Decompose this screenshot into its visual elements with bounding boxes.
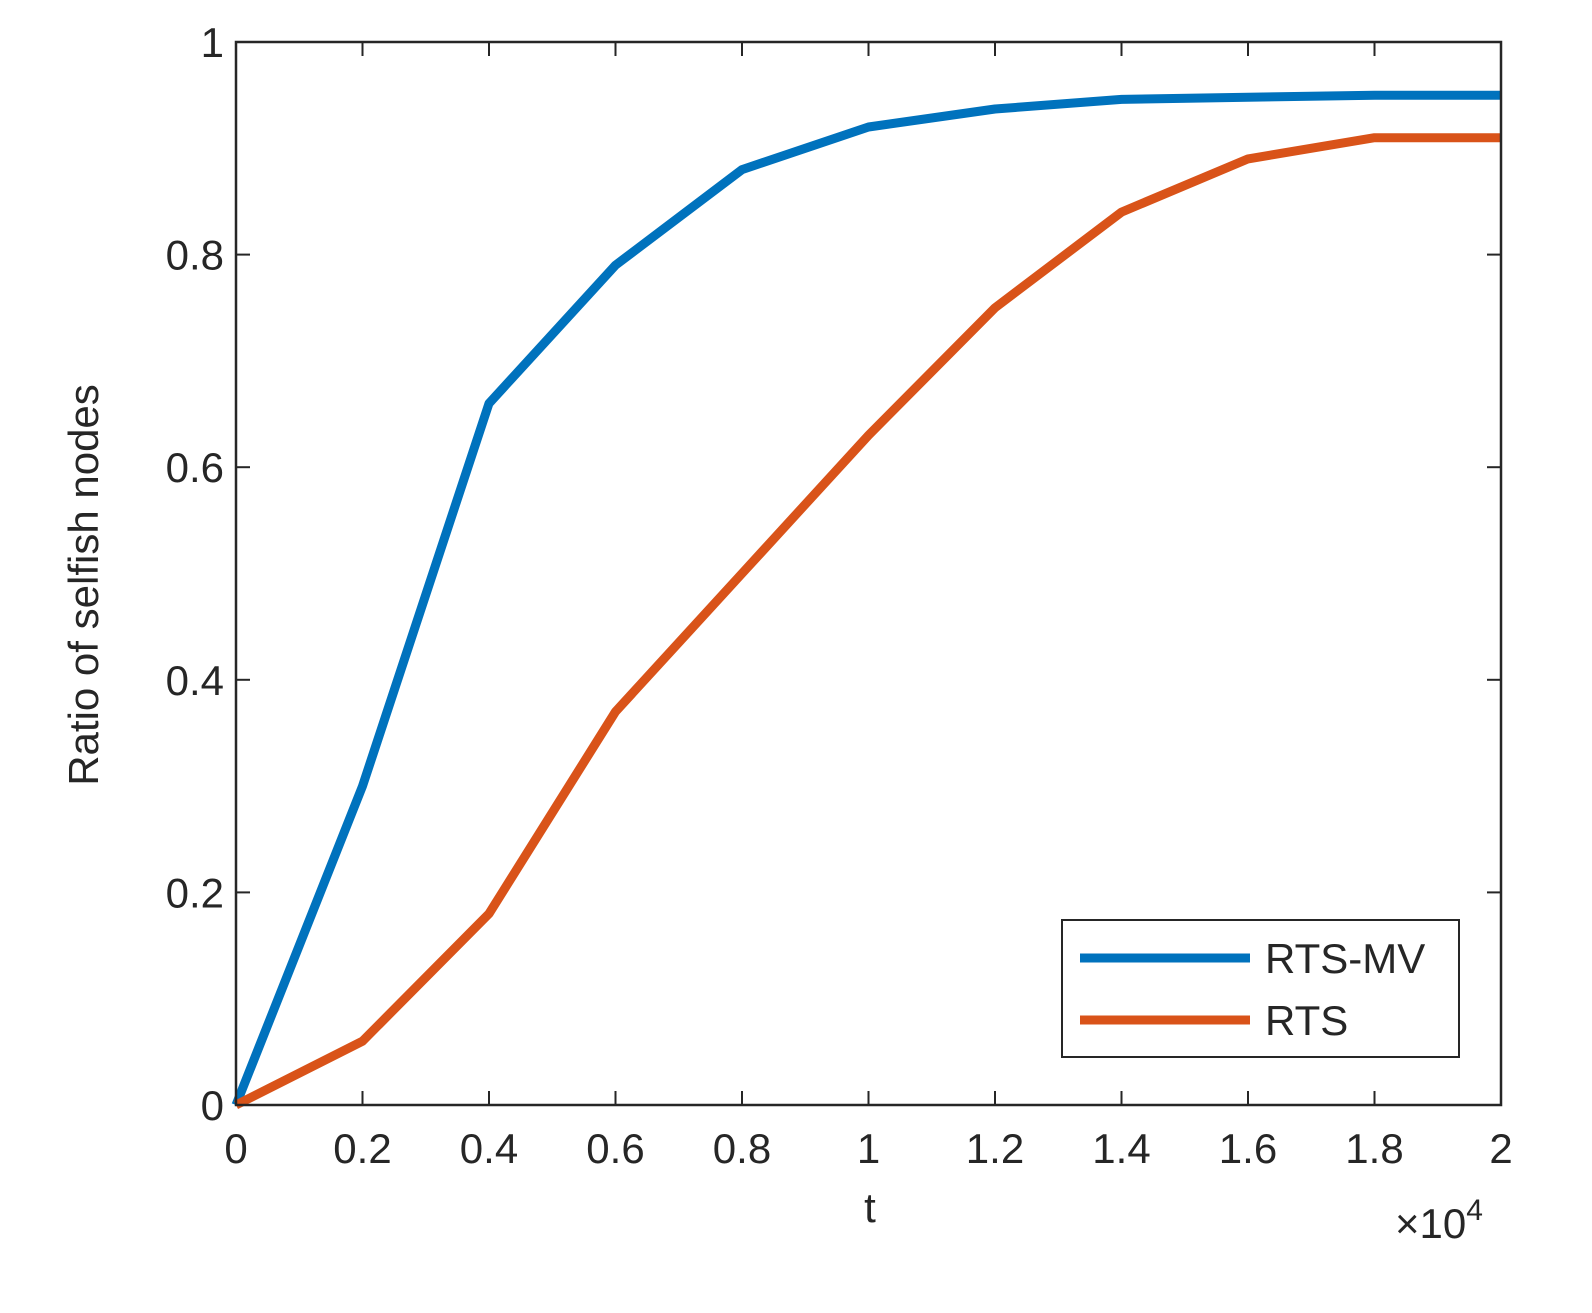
- x-tick-label: 0.6: [586, 1125, 644, 1172]
- x-tick-label: 1.2: [966, 1125, 1024, 1172]
- y-tick-label: 0: [201, 1082, 224, 1129]
- x-tick-label: 1.8: [1345, 1125, 1403, 1172]
- y-tick-label: 0.2: [166, 869, 224, 916]
- legend-label-rts: RTS: [1265, 997, 1348, 1044]
- x-tick-label: 0.2: [333, 1125, 391, 1172]
- plot-layer: [231, 90, 1501, 1110]
- legend-label-rts-mv: RTS-MV: [1265, 935, 1425, 982]
- y-tick-label: 0.8: [166, 232, 224, 279]
- series-line-rts: [233, 133, 1501, 1110]
- y-tick-label: 0.4: [166, 657, 224, 704]
- axes-box: [234, 40, 1503, 1107]
- legend: RTS-MV RTS: [1061, 919, 1460, 1058]
- series-line-rts-mv: [231, 90, 1501, 1107]
- labels-layer: Ratio of selfish nodes t ×104: [60, 384, 1483, 1247]
- y-tick-label: 0.6: [166, 444, 224, 491]
- x-tick-label: 1.6: [1219, 1125, 1277, 1172]
- y-axis-label: Ratio of selfish nodes: [60, 384, 107, 786]
- x-axis-label: t: [864, 1184, 876, 1231]
- x-tick-label: 1.4: [1092, 1125, 1150, 1172]
- x-tick-label: 2: [1489, 1125, 1512, 1172]
- x-exponent-base: ×10: [1395, 1200, 1466, 1247]
- x-tick-label: 0: [224, 1125, 247, 1172]
- x-exponent-power: 4: [1466, 1194, 1483, 1227]
- x-tick-label: 0.8: [713, 1125, 771, 1172]
- x-exponent-label: ×104: [1395, 1194, 1483, 1247]
- y-tick-label: 1: [201, 19, 224, 66]
- x-tick-label: 0.4: [460, 1125, 518, 1172]
- ticks-layer: 0 0.2 0.4 0.6 0.8 1 1.2 1.4 1.6 1.8 2 0 0.2 0.4 0.6 0.8…: [166, 19, 1513, 1172]
- x-tick-label: 1: [857, 1125, 880, 1172]
- legend-box: [1061, 919, 1460, 1058]
